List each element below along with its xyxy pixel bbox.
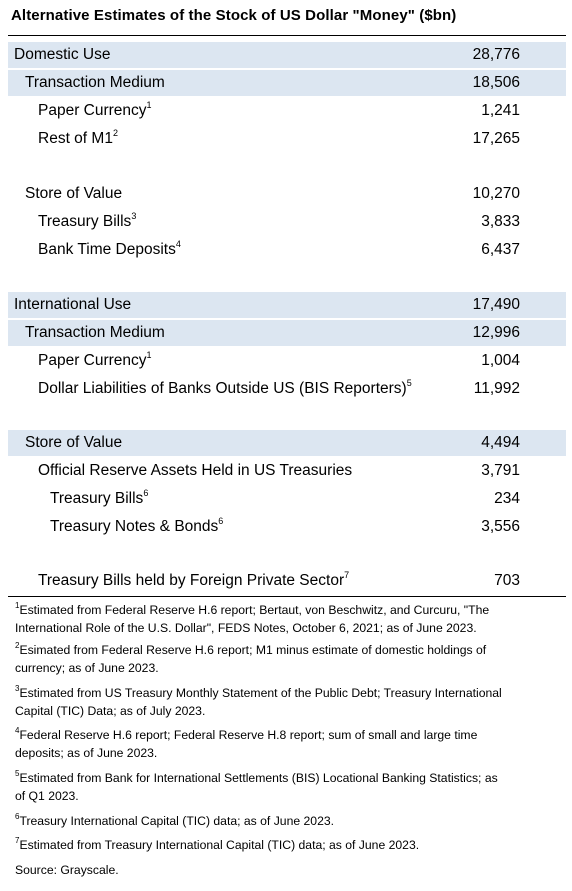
row-label: Domestic Use [14, 46, 111, 63]
footnote-2: 2Esimated from Federal Reserve H.6 repor… [15, 640, 487, 675]
row-label: Transaction Medium [25, 74, 165, 91]
row-value: 234 [494, 490, 520, 507]
footnote-ref: 6 [218, 515, 224, 526]
row-label: Treasury Bills held by Foreign Private S… [38, 569, 350, 589]
footnote-ref: 1 [146, 99, 152, 110]
row-value: 11,992 [473, 380, 520, 397]
footnote-ref: 4 [175, 238, 181, 249]
row-domestic-treasury-bills: Treasury Bills3 3,833 [8, 209, 566, 235]
row-dollar-liabilities: Dollar Liabilities of Banks Outside US (… [8, 376, 566, 402]
row-international-store-of-value: Store of Value 4,494 [8, 430, 566, 456]
row-bank-time-deposits: Bank Time Deposits4 6,437 [8, 237, 566, 263]
row-value: 17,265 [472, 130, 520, 147]
row-official-reserve-assets: Official Reserve Assets Held in US Treas… [8, 458, 566, 484]
row-label: Paper Currency1 [38, 349, 152, 369]
footnote-5: 5Estimated from Bank for International S… [15, 768, 498, 803]
row-value: 703 [494, 572, 520, 589]
source-note: Source: Grayscale. [15, 863, 119, 877]
footnote-rule [8, 596, 566, 597]
row-value: 18,506 [472, 74, 520, 91]
row-domestic-paper-currency: Paper Currency1 1,241 [8, 98, 566, 124]
row-label: Rest of M12 [38, 127, 118, 147]
row-label: Treasury Bills6 [50, 487, 149, 507]
footnote-7: 7Estimated from Treasury International C… [15, 835, 420, 852]
row-label: Bank Time Deposits4 [38, 238, 181, 258]
table-title: Alternative Estimates of the Stock of US… [11, 7, 457, 24]
row-label: Transaction Medium [25, 324, 165, 341]
row-value: 28,776 [472, 46, 520, 63]
footnote-ref: 3 [131, 210, 137, 221]
row-domestic-use: Domestic Use 28,776 [8, 42, 566, 68]
row-label: International Use [14, 296, 132, 313]
row-label: Official Reserve Assets Held in US Treas… [38, 462, 353, 479]
footnote-1: 1Estimated from Federal Reserve H.6 repo… [15, 600, 490, 635]
row-international-use: International Use 17,490 [8, 292, 566, 318]
row-international-transaction-medium: Transaction Medium 12,996 [8, 320, 566, 346]
footnote-ref: 2 [112, 127, 118, 138]
row-value: 3,556 [481, 518, 520, 535]
row-label: Dollar Liabilities of Banks Outside US (… [38, 377, 412, 397]
row-value: 12,996 [472, 324, 520, 341]
row-label: Treasury Notes & Bonds6 [50, 515, 224, 535]
row-rest-of-m1: Rest of M12 17,265 [8, 126, 566, 152]
row-label: Store of Value [25, 185, 123, 202]
row-treasury-notes-bonds: Treasury Notes & Bonds6 3,556 [8, 514, 566, 540]
footnote-ref: 6 [143, 487, 149, 498]
row-value: 1,004 [481, 352, 520, 369]
row-official-treasury-bills: Treasury Bills6 234 [8, 486, 566, 512]
row-value: 3,791 [481, 462, 520, 479]
footnote-ref: 5 [406, 377, 412, 388]
footnote-ref: 7 [344, 569, 350, 580]
row-value: 1,241 [481, 102, 520, 119]
footnote-ref: 1 [146, 349, 152, 360]
footnote-4: 4Federal Reserve H.6 report; Federal Res… [15, 725, 478, 760]
row-domestic-transaction-medium: Transaction Medium 18,506 [8, 70, 566, 96]
row-value: 17,490 [472, 296, 520, 313]
row-value: 4,494 [481, 434, 520, 451]
row-international-paper-currency: Paper Currency1 1,004 [8, 348, 566, 374]
row-value: 10,270 [472, 185, 520, 202]
row-value: 6,437 [481, 241, 520, 258]
footnote-3: 3Estimated from US Treasury Monthly Stat… [15, 683, 502, 718]
row-label: Store of Value [25, 434, 123, 451]
top-rule [8, 35, 566, 36]
row-value: 3,833 [481, 213, 520, 230]
footnote-6: 6Treasury International Capital (TIC) da… [15, 811, 335, 828]
row-label: Paper Currency1 [38, 99, 152, 119]
row-foreign-private-treasury-bills: Treasury Bills held by Foreign Private S… [8, 568, 566, 594]
row-label: Treasury Bills3 [38, 210, 137, 230]
row-domestic-store-of-value: Store of Value 10,270 [8, 181, 566, 207]
